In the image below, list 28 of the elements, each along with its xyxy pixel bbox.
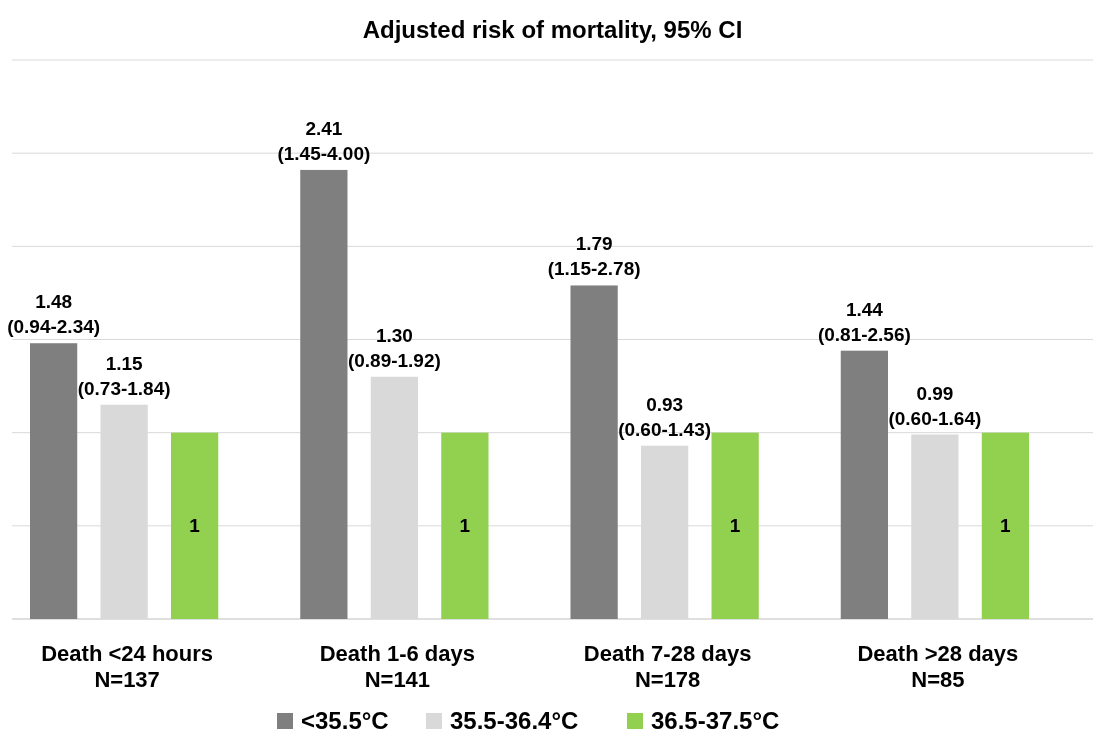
- legend-label: 36.5-37.5°C: [651, 707, 780, 734]
- bar: [171, 432, 219, 619]
- bar: [711, 432, 759, 619]
- bar: [30, 343, 78, 619]
- data-label: 1.48 (0.94-2.34): [7, 291, 101, 338]
- data-label: 1.44 (0.81-2.56): [817, 298, 911, 345]
- legend-label: <35.5°C: [301, 707, 389, 734]
- data-label: 1: [1000, 514, 1012, 536]
- data-label: 1.30 (0.89-1.92): [347, 324, 441, 371]
- chart-title: Adjusted risk of mortality, 95% CI: [362, 16, 743, 43]
- bar: [441, 432, 489, 619]
- data-label: 1: [189, 514, 201, 536]
- x-tick-label: Death <24 hours N=137: [41, 641, 214, 692]
- data-label: 1.79 (1.15-2.78): [547, 233, 641, 280]
- x-tick-label: Death 1-6 days N=141: [319, 641, 476, 692]
- data-label: 2.41 (1.45-4.00): [277, 117, 371, 164]
- legend-label: 35.5-36.4°C: [450, 707, 579, 734]
- bar: [300, 169, 348, 619]
- data-label: 0.93 (0.60-1.43): [618, 393, 712, 440]
- data-label: 1: [459, 514, 471, 536]
- x-tick-label: Death >28 days N=85: [857, 641, 1019, 692]
- bar: [840, 350, 888, 619]
- bar: [981, 432, 1029, 619]
- data-label: 0.99 (0.60-1.64): [888, 382, 982, 429]
- data-label: 1.15 (0.73-1.84): [77, 352, 171, 399]
- bar: [570, 285, 618, 619]
- data-label: 1: [729, 514, 741, 536]
- x-tick-label: Death 7-28 days N=178: [583, 641, 752, 692]
